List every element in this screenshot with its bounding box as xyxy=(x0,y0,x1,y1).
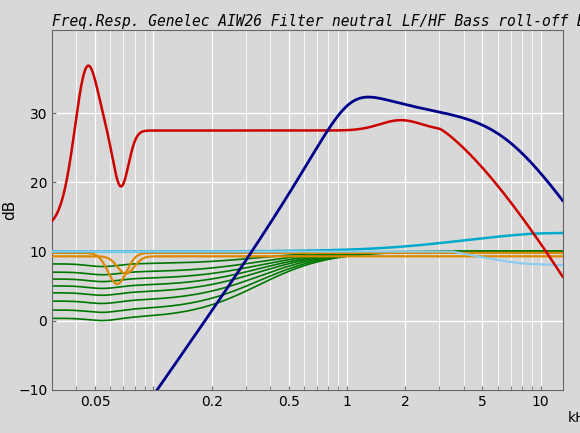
Text: Freq.Resp. Genelec AIW26 Filter neutral LF/HF Bass roll-off B/T tilt: Freq.Resp. Genelec AIW26 Filter neutral … xyxy=(52,14,580,29)
Text: kHz: kHz xyxy=(568,411,580,425)
Y-axis label: dB: dB xyxy=(2,200,17,220)
